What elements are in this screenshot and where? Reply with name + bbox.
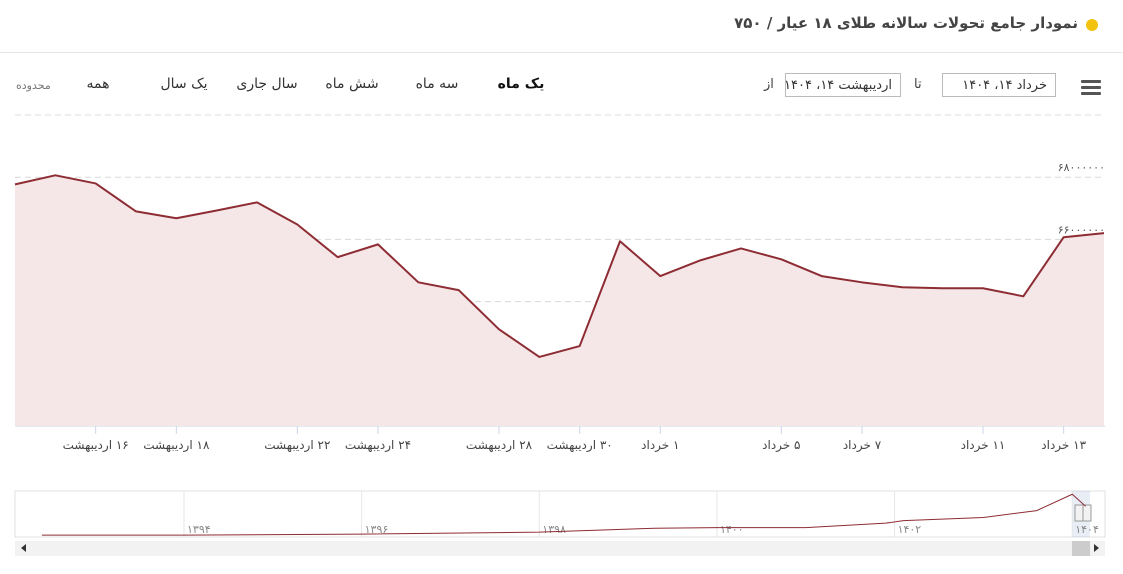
navigator-tick-label: ۱۴۰۰ [720,523,744,536]
range-button[interactable]: همه [86,76,110,92]
x-tick-label: ۲۲ اردیبهشت [264,438,330,453]
x-tick-label: ۲۸ اردیبهشت [466,438,533,453]
range-button[interactable]: یک سال [160,76,208,92]
navigator-tick-label: ۱۳۹۶ [365,523,389,536]
x-tick-label: ۱۱ خرداد [961,438,1006,453]
navigator-tick-label: ۱۴۰۴ [1075,523,1099,536]
x-tick-label: ۱۳ خرداد [1041,438,1086,453]
separator [0,52,1123,53]
range-button[interactable]: سه ماه [415,76,459,92]
scroll-left-arrow[interactable] [21,544,26,552]
x-tick-label: ۱۸ اردیبهشت [143,438,210,453]
navigator-tick-label: ۱۳۹۸ [542,523,566,536]
range-button[interactable]: سال جاری [236,76,298,92]
chart-title: نمودار جامع تحولات سالانه طلای ۱۸ عیار /… [734,14,1078,32]
y-tick-label: ۶۶۰۰۰۰۰۰ [1058,223,1105,236]
date-from-input[interactable]: اردیبهشت ۱۴، ۱۴۰۴ [784,73,901,97]
navigator-handle[interactable] [1074,504,1084,522]
navigator-line [41,493,1086,536]
scrollbar-track[interactable] [15,541,1105,556]
x-tick-label: ۳۰ اردیبهشت [547,438,613,453]
area [15,175,1104,426]
date-to-label: تا [914,77,922,92]
date-to-input[interactable]: خرداد ۱۴، ۱۴۰۴ [942,73,1056,97]
navigator-tick-label: ۱۴۰۲ [898,523,922,536]
navigator-handle[interactable] [1082,504,1092,522]
date-from-label: از [764,77,774,92]
range-button[interactable]: یک ماه [497,76,545,92]
range-label: محدوده [16,79,51,92]
y-tick-label: ۶۸۰۰۰۰۰۰ [1058,161,1105,174]
range-button[interactable]: شش ماه [325,76,379,92]
x-tick-label: ۱ خرداد [641,438,679,453]
scrollbar-thumb[interactable] [1072,541,1090,556]
x-tick-label: ۵ خرداد [762,438,800,453]
scroll-right-arrow[interactable] [1094,544,1099,552]
navigator-tick-label: ۱۳۹۴ [187,523,211,536]
navigator-frame [14,490,1106,538]
x-tick-label: ۷ خرداد [843,438,882,453]
x-tick-label: ۱۶ اردیبهشت [63,438,129,453]
title-dot [1086,19,1098,31]
line [14,174,1105,358]
x-tick-label: ۲۴ اردیبهشت [345,438,411,453]
menu-button[interactable] [1081,80,1101,98]
